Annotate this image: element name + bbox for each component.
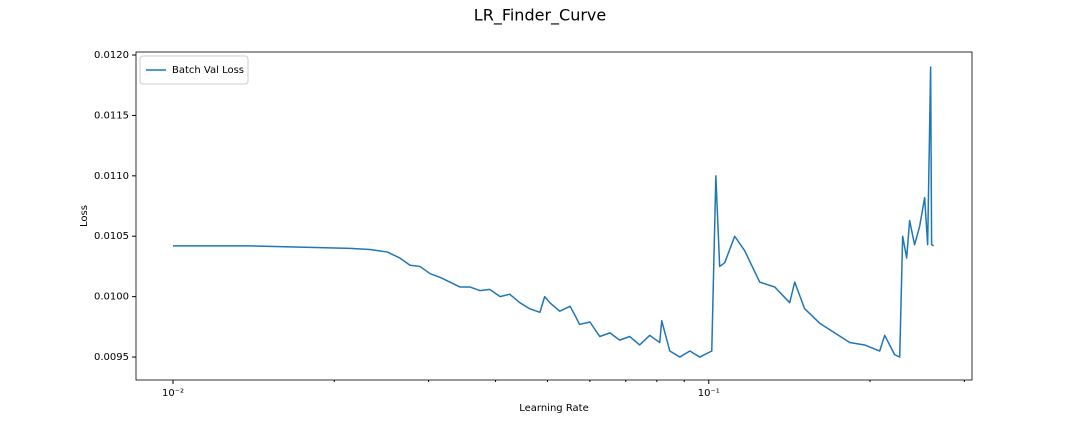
y-tick-label: 0.0100: [94, 292, 129, 303]
y-axis-label: Loss: [79, 205, 90, 227]
x-tick-label: 10⁻¹: [698, 388, 720, 399]
x-axis-label: Learning Rate: [519, 403, 589, 414]
data-line: [172, 66, 935, 358]
x-tick-label: 10⁻²: [162, 388, 184, 399]
legend-box: [139, 55, 249, 85]
legend-label: Batch Val Loss: [172, 65, 244, 76]
y-tick-label: 0.0120: [94, 50, 129, 61]
y-tick-label: 0.0110: [94, 171, 129, 182]
y-tick-label: 0.0105: [94, 231, 129, 242]
plot-frame: [135, 51, 973, 381]
chart-title: LR_Finder_Curve: [474, 6, 606, 26]
y-tick-label: 0.0095: [94, 352, 129, 363]
y-tick-label: 0.0115: [94, 110, 129, 121]
